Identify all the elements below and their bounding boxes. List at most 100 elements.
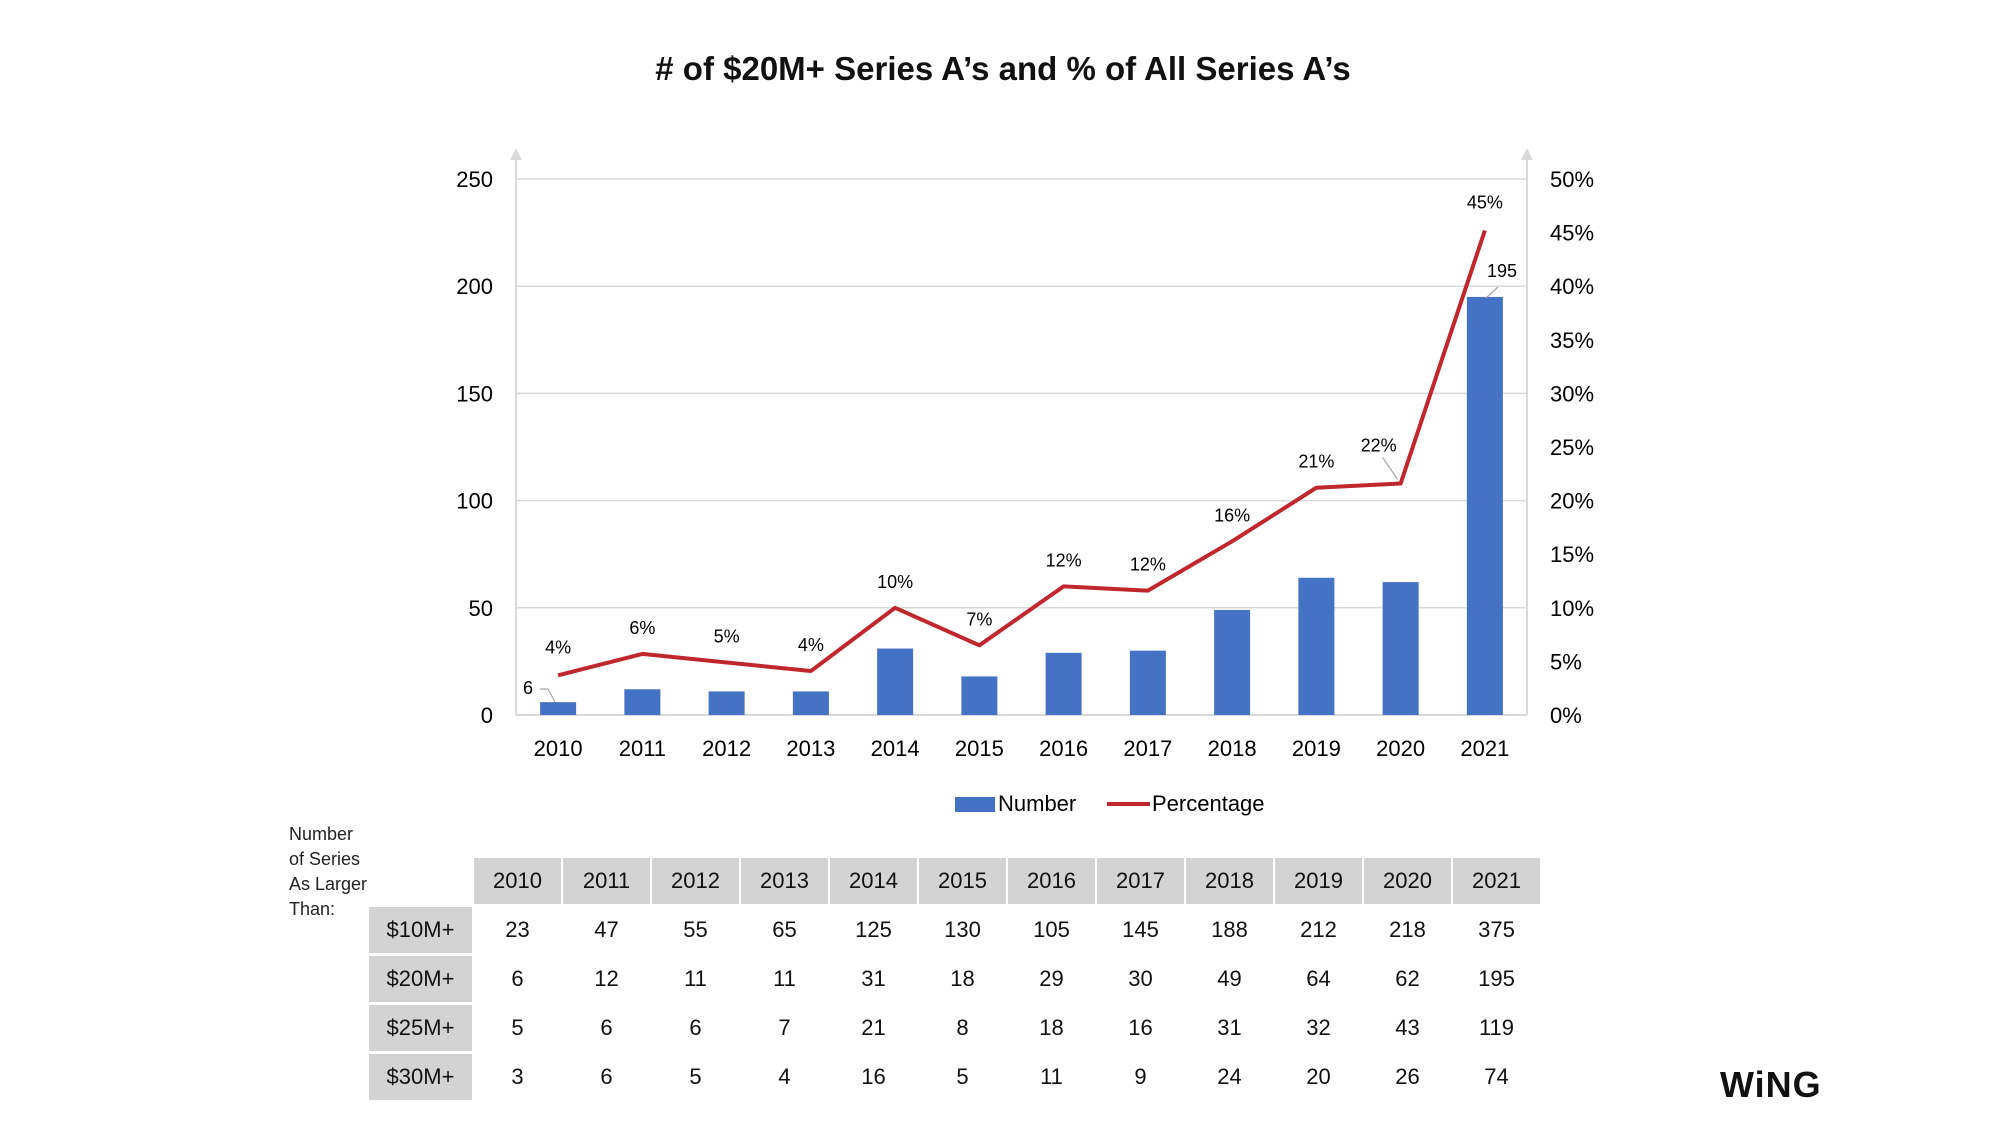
leader-line <box>1485 286 1499 299</box>
table-cell: 130 <box>944 917 981 942</box>
bar-2016 <box>1045 652 1082 715</box>
line-data-label: 4% <box>545 637 571 657</box>
line-data-label: 7% <box>966 609 992 629</box>
table-cell: 43 <box>1395 1015 1420 1040</box>
table-cell: 49 <box>1217 966 1242 991</box>
table-row: $25M+ 5 6 6 7 21 8 18 16 31 32 43 119 <box>369 1005 1540 1051</box>
year-header: 2013 <box>741 858 828 904</box>
year-header: 2018 <box>1186 858 1273 904</box>
table-cell: 188 <box>1211 917 1248 942</box>
year-header: 2021 <box>1453 858 1540 904</box>
side-label-line: Than: <box>289 899 336 919</box>
table-cell: 3 <box>511 1064 524 1089</box>
table-cell: 145 <box>1122 917 1159 942</box>
x-tick-label: 2015 <box>955 736 1004 761</box>
legend-label-number: Number <box>998 791 1076 816</box>
bar-data-label: 6 <box>523 678 533 698</box>
year-header: 2014 <box>830 858 917 904</box>
table-cell: 212 <box>1300 917 1337 942</box>
x-tick-label: 2011 <box>619 736 666 761</box>
y-right-tick-label: 10% <box>1550 596 1594 621</box>
year-header: 2016 <box>1008 858 1095 904</box>
bar-2018 <box>1214 609 1251 715</box>
table-row: $20M+ 6 12 11 11 31 18 29 30 49 64 62 195 <box>369 956 1540 1002</box>
year-header: 2011 <box>563 858 650 904</box>
y-left-tick-label: 100 <box>456 489 493 514</box>
row-label: $25M+ <box>369 1005 472 1051</box>
line-data-label: 10% <box>877 572 913 592</box>
table-cell: 23 <box>505 917 530 942</box>
axis-arrow-icon <box>1521 148 1533 160</box>
table-cell: 5 <box>956 1064 969 1089</box>
table-cell: 65 <box>772 917 797 942</box>
y-right-tick-label: 30% <box>1550 381 1594 406</box>
line-data-label: 5% <box>714 626 740 646</box>
table-cell: 375 <box>1478 917 1515 942</box>
table-row: $30M+ 3 6 5 4 16 5 11 9 24 20 26 74 <box>369 1054 1540 1100</box>
row-label: $10M+ <box>369 907 472 953</box>
table-cell: 6 <box>511 966 524 991</box>
line-data-label: 4% <box>798 635 824 655</box>
bar-2014 <box>877 648 914 715</box>
table-cell: 20 <box>1306 1064 1331 1089</box>
year-header: 2020 <box>1364 858 1451 904</box>
bar-2012 <box>708 691 745 715</box>
data-table: 2010 2011 2012 2013 2014 2015 2016 2017 2018 2019… <box>367 855 1542 1103</box>
table-cell: 5 <box>511 1015 524 1040</box>
x-tick-label: 2014 <box>871 736 920 761</box>
table-cell: 30 <box>1128 966 1153 991</box>
side-label-line: Number <box>289 824 354 844</box>
table-cell: 31 <box>1217 1015 1242 1040</box>
y-right-tick-label: 15% <box>1550 542 1594 567</box>
bar-data-label: 195 <box>1487 261 1517 281</box>
bar-2013 <box>792 691 829 715</box>
y-right-tick-label: 20% <box>1550 489 1594 514</box>
table-cell: 18 <box>950 966 975 991</box>
chart-title: # of $20M+ Series A’s and % of All Serie… <box>655 50 1351 87</box>
side-label-line: As Larger <box>289 874 368 894</box>
y-left-tick-label: 0 <box>481 703 493 728</box>
year-header: 2019 <box>1275 858 1362 904</box>
line-data-label: 45% <box>1467 192 1503 212</box>
table-cell: 5 <box>689 1064 702 1089</box>
row-label: $30M+ <box>369 1054 472 1100</box>
table-cell: 62 <box>1395 966 1420 991</box>
table-cell: 218 <box>1389 917 1426 942</box>
y-right-tick-label: 35% <box>1550 328 1594 353</box>
y-left-tick-label: 50 <box>469 596 493 621</box>
x-tick-label: 2018 <box>1208 736 1257 761</box>
table-cell: 11 <box>684 966 707 991</box>
table-cell: 6 <box>689 1015 702 1040</box>
x-tick-label: 2021 <box>1460 736 1509 761</box>
table-cell: 125 <box>855 917 892 942</box>
legend-swatch-number <box>955 797 995 812</box>
y-right-tick-label: 5% <box>1550 649 1582 674</box>
table-cell: 24 <box>1217 1064 1242 1089</box>
y-right-tick-label: 0% <box>1550 703 1582 728</box>
legend-label-percentage: Percentage <box>1152 791 1265 816</box>
table-cell: 16 <box>861 1064 886 1089</box>
table-cell: 12 <box>594 966 619 991</box>
bar-2010 <box>540 702 577 715</box>
y-left-tick-label: 250 <box>456 167 493 192</box>
y-left-tick-label: 150 <box>456 381 493 406</box>
y-right-tick-label: 50% <box>1550 167 1594 192</box>
table-cell: 6 <box>600 1015 613 1040</box>
table-cell: 119 <box>1478 1015 1515 1040</box>
leader-line <box>540 688 556 703</box>
bar-2017 <box>1129 650 1166 715</box>
bar-2011 <box>624 689 661 715</box>
table-cell: 7 <box>778 1015 791 1040</box>
table-cell: 11 <box>773 966 796 991</box>
line-data-label: 6% <box>629 618 655 638</box>
line-data-label: 16% <box>1214 505 1250 525</box>
y-left-tick-label: 200 <box>456 274 493 299</box>
table-cell: 55 <box>683 917 708 942</box>
table-cell: 29 <box>1039 966 1064 991</box>
year-header: 2015 <box>919 858 1006 904</box>
line-data-label: 12% <box>1130 555 1166 575</box>
table-cell: 16 <box>1128 1015 1153 1040</box>
table-cell: 74 <box>1484 1064 1509 1089</box>
table-cell: 21 <box>861 1015 886 1040</box>
